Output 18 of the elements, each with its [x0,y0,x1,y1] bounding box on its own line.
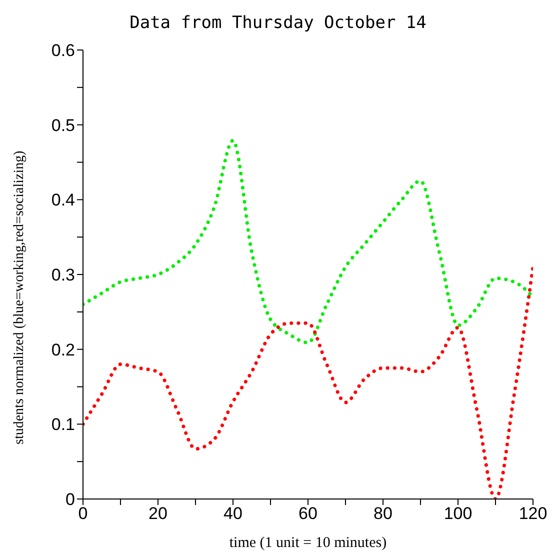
y-tick-label: 0.5 [51,116,75,135]
x-tick-label: 100 [444,504,472,524]
y-tick-label: 0.2 [51,340,75,360]
y-tick-label: 0 [66,490,75,510]
x-tick-label: 120 [518,504,548,524]
y-tick-label: 0.4 [51,190,75,210]
y-axis-title: students normalized (blue=working,red=socializing) [12,150,27,444]
x-tick-label: 40 [224,504,242,524]
chart-title: Data from Thursday October 14 [128,12,428,35]
line-series [83,138,533,344]
x-axis-title: time (1 unit = 10 minutes) [229,535,387,551]
y-tick-label: 0.6 [51,41,75,60]
x-tick-label: 0 [78,504,88,524]
y-tick-label: 0.1 [51,415,75,434]
x-tick-label: 80 [374,504,392,524]
y-tick-label: 0.3 [51,266,75,285]
x-tick-label: 60 [298,504,318,524]
x-tick-label: 20 [148,504,168,524]
